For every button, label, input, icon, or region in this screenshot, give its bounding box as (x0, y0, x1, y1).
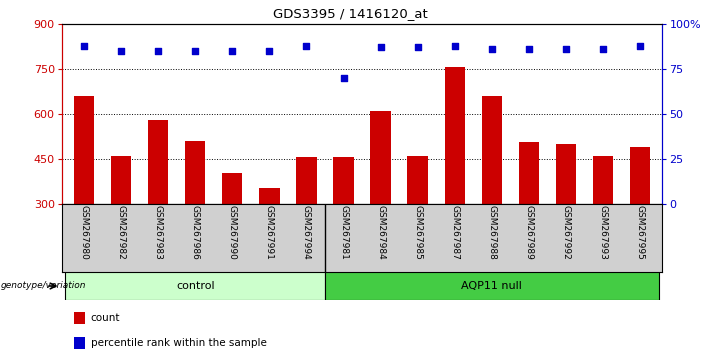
Point (79, 43, 90, 48)
Bar (74, 312, 85, 324)
Bar (74, 96, 94, 294)
Text: GSM267987: GSM267987 (450, 205, 459, 260)
Text: GSM267990: GSM267990 (228, 205, 237, 260)
Text: GSM267992: GSM267992 (562, 205, 571, 260)
Text: GSM267984: GSM267984 (376, 205, 385, 260)
Text: GSM267991: GSM267991 (265, 205, 274, 260)
Point (524, 46, 535, 52)
Point (560, 46, 571, 52)
Point (189, 48, 200, 54)
Bar (185, 141, 205, 294)
Point (264, 48, 275, 54)
Text: GSM267994: GSM267994 (302, 205, 311, 260)
Text: percentile rank within the sample: percentile rank within the sample (90, 338, 266, 348)
Text: GSM267982: GSM267982 (116, 205, 125, 260)
Text: AQP11 null: AQP11 null (461, 281, 522, 291)
Bar (111, 156, 131, 294)
Point (375, 45, 386, 50)
Bar (148, 120, 168, 294)
Point (634, 43, 646, 48)
Bar (370, 111, 390, 294)
Bar (444, 68, 465, 294)
Bar (630, 147, 651, 294)
Text: GSM267989: GSM267989 (524, 205, 533, 260)
Bar (593, 156, 613, 294)
Text: GSM267988: GSM267988 (487, 205, 496, 260)
Bar (407, 156, 428, 294)
Bar (74, 337, 85, 349)
Bar (556, 144, 576, 294)
Point (226, 48, 238, 54)
Point (597, 46, 608, 52)
Bar (259, 188, 280, 294)
Text: count: count (90, 313, 120, 323)
Point (338, 75, 349, 81)
Text: genotype/variation: genotype/variation (1, 281, 86, 291)
Bar (297, 158, 317, 294)
Text: GSM267993: GSM267993 (599, 205, 608, 260)
Text: GDS3395 / 1416120_at: GDS3395 / 1416120_at (273, 7, 428, 21)
Point (449, 43, 461, 48)
Text: GSM267981: GSM267981 (339, 205, 348, 260)
Point (486, 46, 498, 52)
Point (116, 48, 127, 54)
Bar (65, 272, 325, 300)
Text: control: control (176, 281, 215, 291)
Text: GSM267980: GSM267980 (79, 205, 88, 260)
Text: GSM267983: GSM267983 (154, 205, 163, 260)
Point (412, 45, 423, 50)
Bar (482, 96, 502, 294)
Point (301, 43, 312, 48)
Bar (222, 172, 243, 294)
Text: GSM267986: GSM267986 (191, 205, 200, 260)
Text: GSM267985: GSM267985 (413, 205, 422, 260)
Bar (325, 272, 659, 300)
Point (153, 48, 164, 54)
Text: GSM267995: GSM267995 (636, 205, 645, 260)
Bar (334, 158, 354, 294)
Bar (519, 143, 539, 294)
